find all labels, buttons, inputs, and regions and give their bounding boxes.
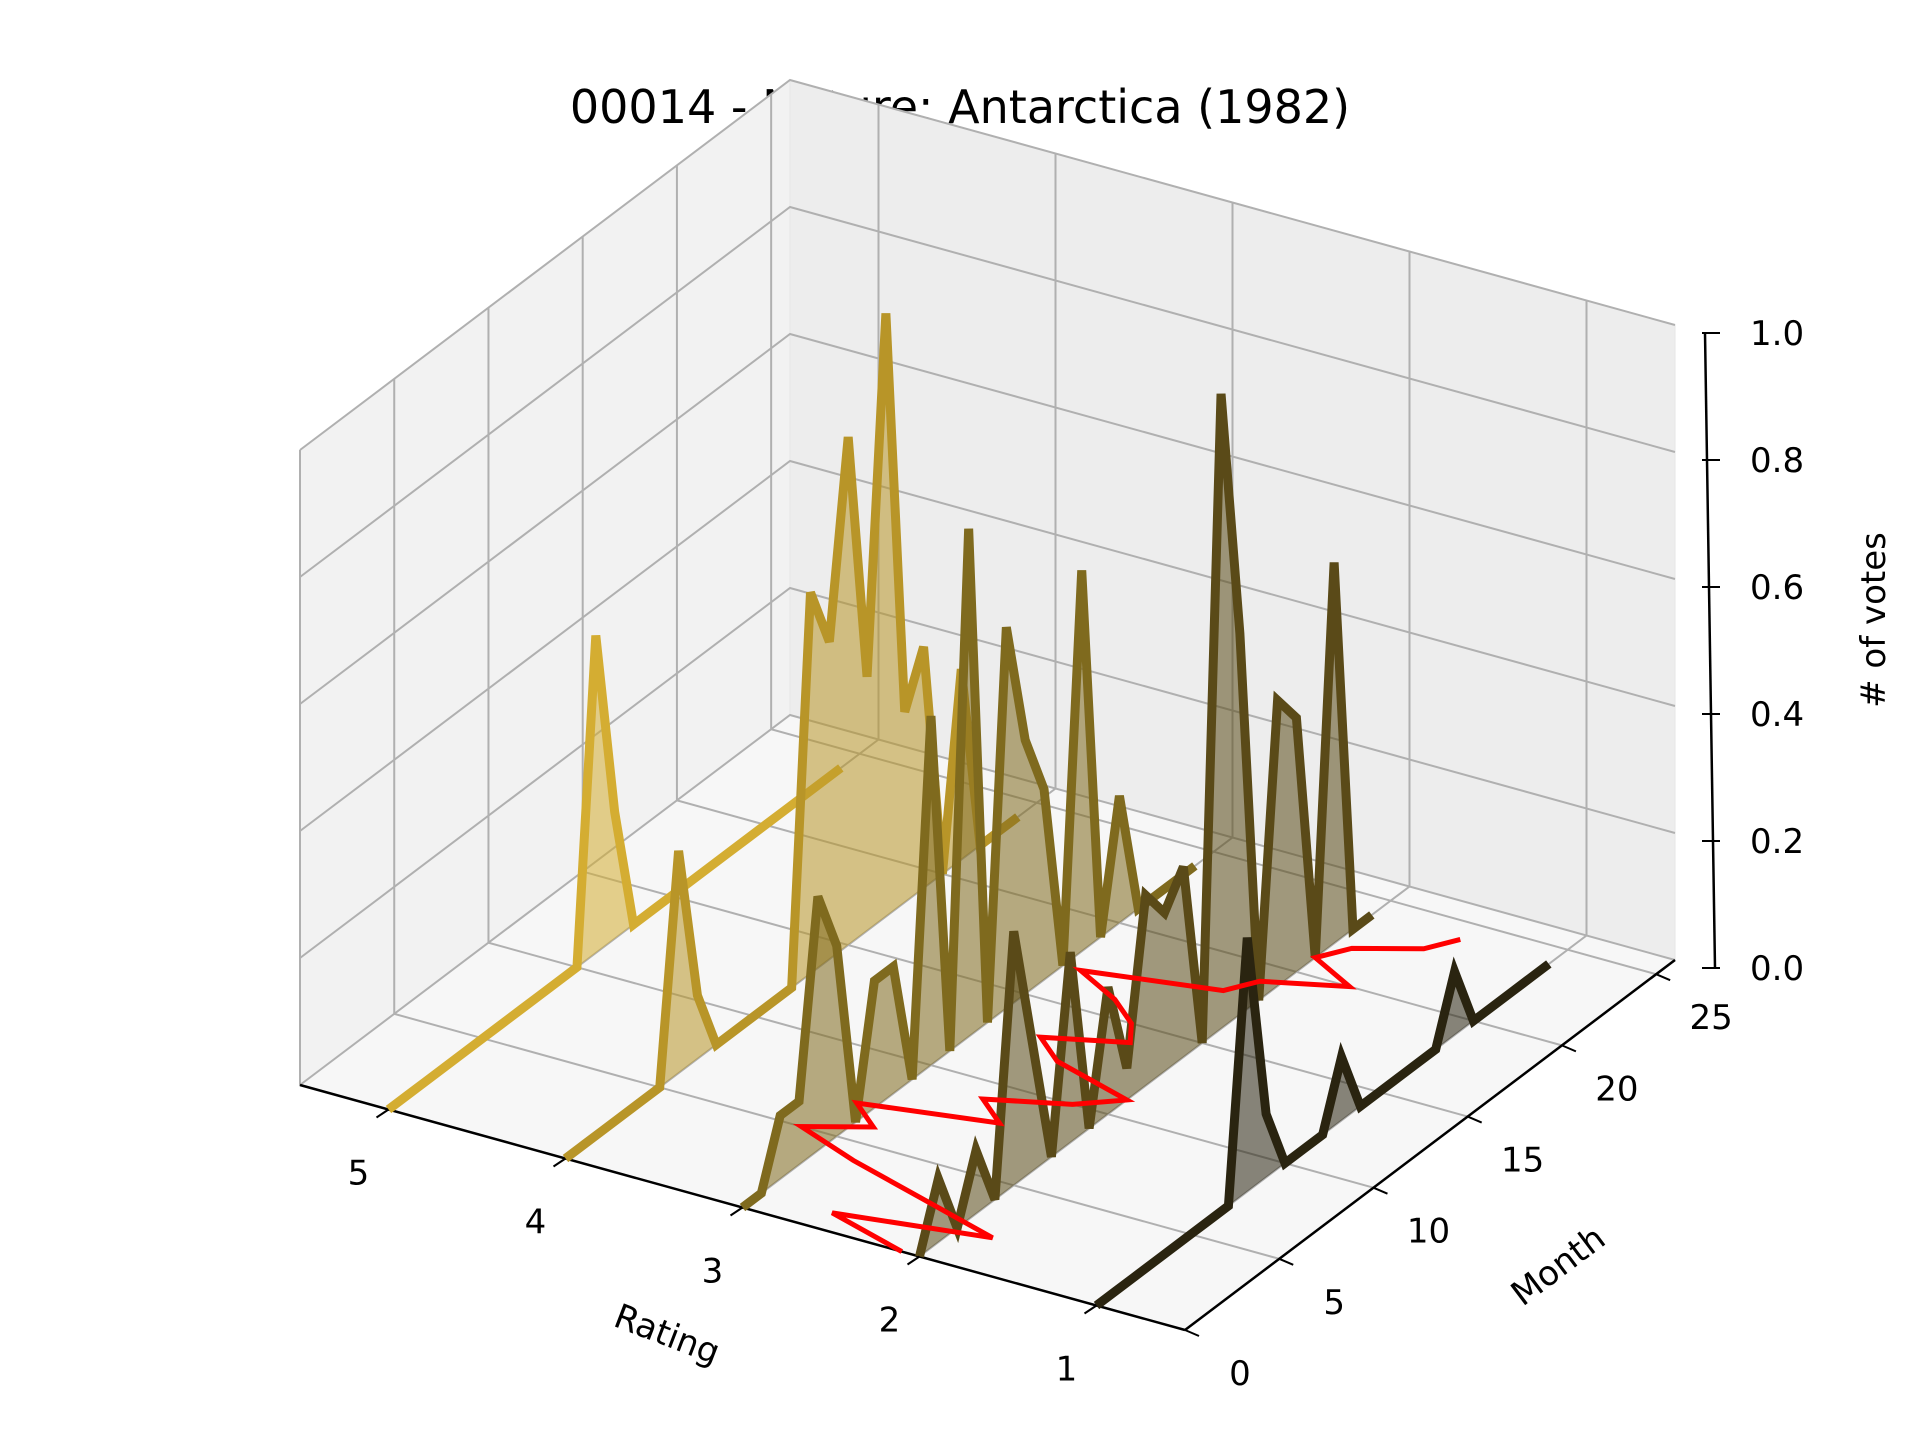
rating-tick-label: 5 — [348, 1154, 370, 1194]
z-gridline — [299, 78, 1676, 451]
series-line — [385, 634, 844, 1114]
month-tick — [1278, 1257, 1294, 1266]
month-axis-line — [1184, 959, 1676, 1331]
z-axis-label: # of votes — [1854, 532, 1894, 708]
series-area — [919, 393, 1372, 1257]
month-tick-label: 10 — [1407, 1212, 1450, 1252]
month-tick — [1561, 1044, 1577, 1053]
z-gridline — [299, 459, 1676, 832]
z-tick-label: 0.6 — [1750, 568, 1804, 608]
month-tick — [1184, 1329, 1200, 1337]
z-gridline — [299, 586, 1676, 959]
rating-tick — [375, 1108, 390, 1119]
rating-tick — [729, 1206, 744, 1217]
rating-tick-label: 4 — [525, 1203, 547, 1243]
z-tick-label: 0.2 — [1750, 822, 1804, 862]
series-rating-2 — [915, 393, 1375, 1258]
z-tick-label: 0.8 — [1750, 441, 1804, 481]
rating-tick — [552, 1157, 567, 1168]
series-line — [739, 528, 1198, 1212]
series-layer — [385, 313, 1552, 1310]
month-tick — [1467, 1115, 1483, 1124]
chart-title: 00014 - Nature: Antarctica (1982) — [569, 80, 1351, 134]
rating-tick — [1083, 1304, 1098, 1315]
series-area — [742, 528, 1195, 1208]
month-gridline — [770, 94, 1657, 976]
x-axis-label: Rating — [609, 1296, 726, 1373]
z-tick-label: 1.0 — [1750, 314, 1804, 354]
series-area — [388, 635, 841, 1110]
z-axis-line — [1703, 332, 1717, 969]
month-tick-label: 25 — [1690, 998, 1733, 1038]
series-line — [915, 393, 1375, 1258]
series-line — [1093, 937, 1552, 1310]
month-tick-label: 15 — [1501, 1141, 1544, 1181]
rating-tick — [906, 1255, 921, 1266]
series-area — [565, 313, 1018, 1159]
series-rating-1 — [1093, 937, 1552, 1310]
y-axis-label: Month — [1504, 1218, 1613, 1314]
rating-tick-label: 2 — [879, 1301, 901, 1341]
month-tick-label: 20 — [1595, 1069, 1638, 1109]
month-tick-label: 5 — [1323, 1283, 1345, 1323]
z-gridline — [299, 332, 1676, 705]
series-rating-3 — [739, 528, 1198, 1212]
mean-rating-line — [792, 937, 1461, 1254]
series-rating-5 — [385, 634, 844, 1114]
z-gridline — [299, 205, 1676, 578]
z-gridline — [299, 713, 1676, 1086]
month-tick-label: 0 — [1229, 1354, 1251, 1394]
z-tick-label: 0.4 — [1750, 695, 1804, 735]
month-tick — [1373, 1186, 1388, 1195]
rating-tick-label: 3 — [702, 1252, 724, 1292]
z-tick-label: 0.0 — [1750, 949, 1804, 989]
month-tick — [1655, 973, 1671, 982]
rating-tick-label: 1 — [1056, 1350, 1078, 1390]
